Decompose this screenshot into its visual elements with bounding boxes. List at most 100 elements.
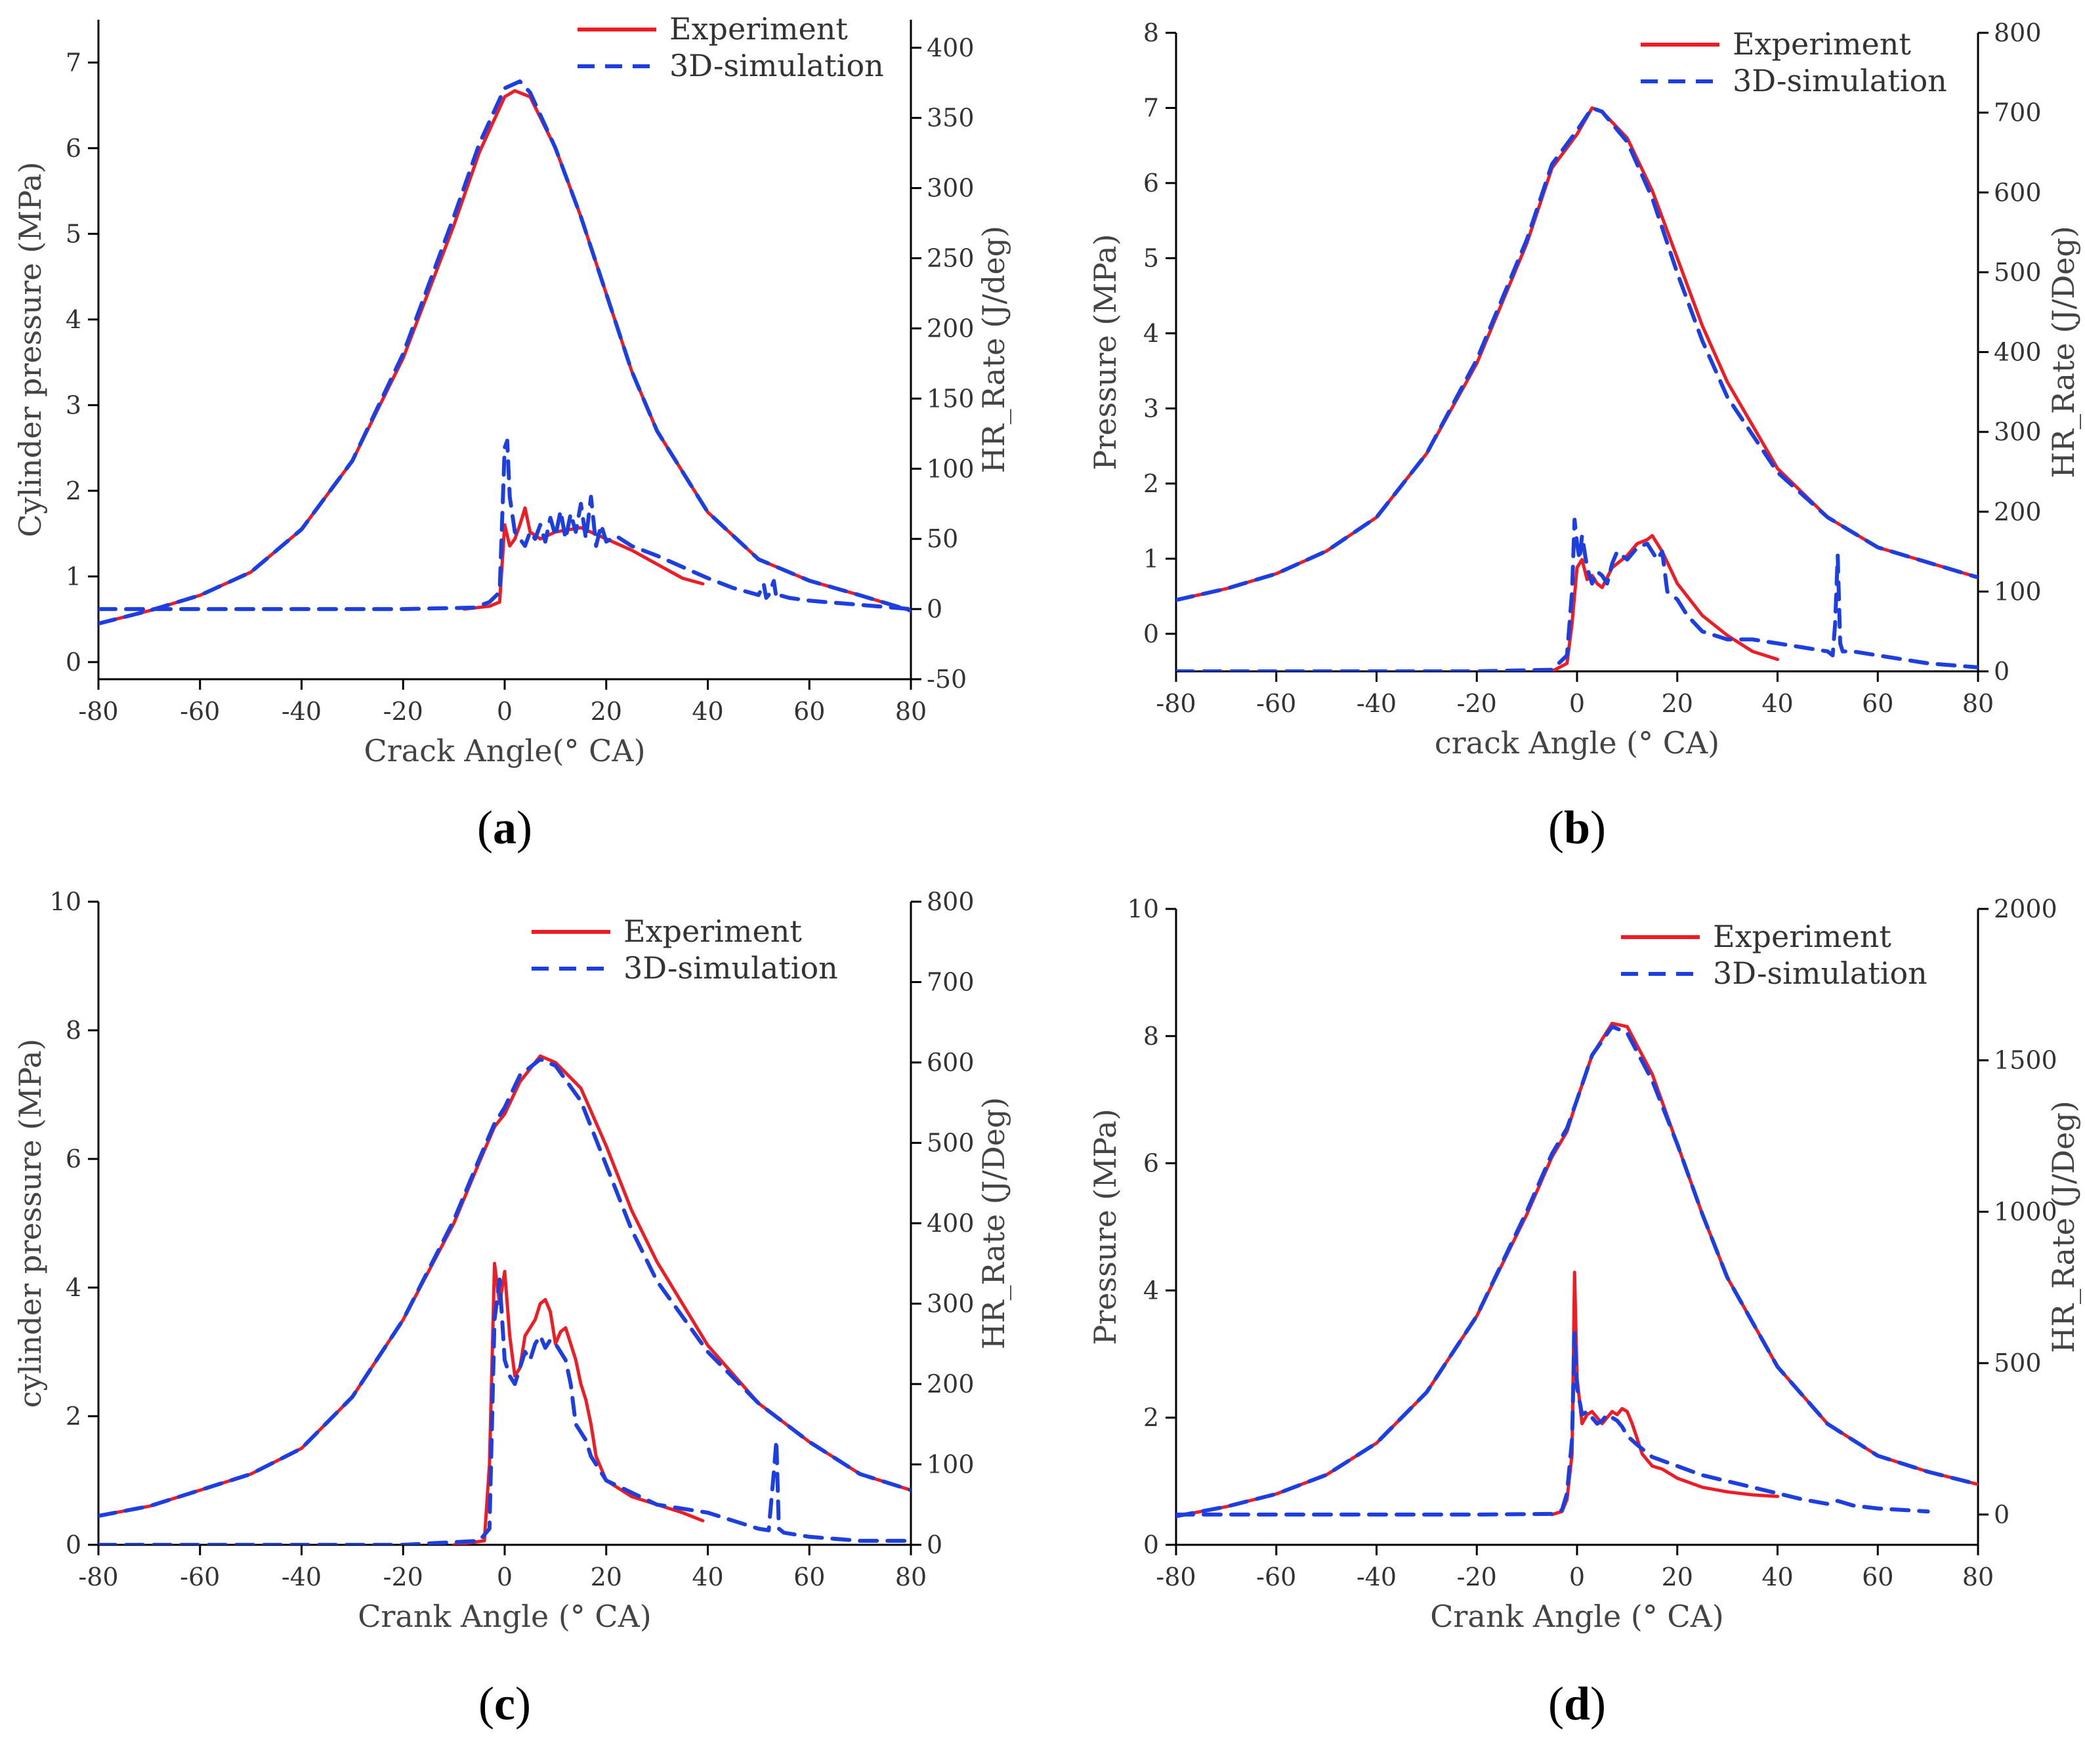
y-tick-label: 6 xyxy=(1143,1149,1159,1178)
x-axis-label: Crank Angle (° CA) xyxy=(1430,1599,1724,1634)
x-tick-label: 80 xyxy=(1962,689,1994,718)
legend-label-simulation: 3D-simulation xyxy=(623,950,838,986)
x-tick-label: 0 xyxy=(497,697,513,726)
x-tick-label: 20 xyxy=(1662,1563,1693,1591)
plot-area xyxy=(98,1054,911,1545)
y2-tick-label: 0 xyxy=(927,595,942,623)
x-tick-label: 80 xyxy=(1962,1563,1994,1591)
y2-tick-label: 200 xyxy=(1994,497,2042,526)
y-tick-label: 2 xyxy=(1143,469,1159,498)
panel-caption: (a) xyxy=(477,801,532,854)
y2-axis-label: HR_Rate (J/Deg) xyxy=(2046,226,2081,478)
y2-tick-label: -50 xyxy=(927,665,967,694)
caption-open-paren: ( xyxy=(1548,1677,1564,1730)
experiment-hrr-line xyxy=(1550,1270,1779,1517)
y-tick-label: 5 xyxy=(66,219,81,248)
3d-simulation-hrr-line xyxy=(1176,1331,1930,1517)
x-tick-label: -40 xyxy=(282,1563,322,1591)
x-tick-label: 20 xyxy=(591,697,622,726)
chart-panel-b: -80 -60 -40 -20 0 20 40 60 800123456780100200300… xyxy=(1087,18,2081,854)
y2-tick-label: 50 xyxy=(927,524,958,553)
y2-tick-label: 500 xyxy=(1994,258,2042,287)
y-tick-label: 3 xyxy=(66,390,81,419)
y-tick-label: 0 xyxy=(1143,1530,1159,1559)
y-tick-label: 8 xyxy=(1143,18,1159,47)
plot-area xyxy=(1176,1021,1978,1519)
y2-tick-label: 800 xyxy=(927,887,975,916)
caption-close-paren: ) xyxy=(1590,801,1606,854)
3d-simulation-hrr-line xyxy=(98,438,911,612)
y-axis-label: Pressure (MPa) xyxy=(1087,234,1123,470)
panel-caption: (b) xyxy=(1548,801,1606,854)
x-tick-label: 0 xyxy=(497,1563,513,1591)
x-tick-label: 40 xyxy=(692,697,723,726)
x-tick-label: -40 xyxy=(1357,1563,1397,1591)
y-tick-label: 3 xyxy=(1143,394,1159,423)
x-tick-label: 60 xyxy=(793,697,825,726)
panel-caption: (d) xyxy=(1548,1677,1606,1730)
y-tick-label: 10 xyxy=(50,887,81,916)
y-tick-label: 10 xyxy=(1127,894,1159,923)
caption-open-paren: ( xyxy=(1548,801,1564,854)
x-tick-label: 60 xyxy=(1862,1563,1893,1591)
y-tick-label: 2 xyxy=(66,1402,81,1431)
x-tick-label: 40 xyxy=(1761,689,1793,718)
y2-tick-label: 400 xyxy=(927,33,975,62)
3d-simulation-hrr-line xyxy=(1176,517,1978,671)
x-tick-label: 0 xyxy=(1569,689,1585,718)
x-tick-label: -60 xyxy=(1256,689,1296,718)
x-tick-label: -80 xyxy=(1156,1563,1196,1591)
y-tick-label: 6 xyxy=(1143,169,1159,198)
plot-area xyxy=(1176,106,1978,671)
legend-label-experiment: Experiment xyxy=(1733,26,1911,62)
y2-tick-label: 300 xyxy=(1994,417,2042,446)
caption-letter: a xyxy=(493,801,516,854)
x-tick-label: -60 xyxy=(1256,1563,1296,1591)
x-tick-label: 0 xyxy=(1569,1563,1585,1591)
y-tick-label: 4 xyxy=(66,1273,81,1302)
3d-simulation-line xyxy=(98,1057,911,1518)
caption-close-paren: ) xyxy=(515,1677,531,1730)
x-tick-label: -20 xyxy=(383,1563,423,1591)
x-tick-label: 60 xyxy=(793,1563,825,1591)
y-tick-label: 8 xyxy=(1143,1022,1159,1051)
experiment-hrr-line xyxy=(452,1261,705,1545)
x-tick-label: -40 xyxy=(282,697,322,726)
x-axis-label: Crack Angle(° CA) xyxy=(364,733,645,768)
y2-tick-label: 200 xyxy=(927,1370,975,1398)
y2-axis-label: HR_Rate (J/Deg) xyxy=(2046,1101,2081,1353)
3d-simulation-hrr-line xyxy=(98,1277,911,1545)
caption-close-paren: ) xyxy=(1590,1677,1606,1730)
caption-letter: c xyxy=(494,1677,515,1730)
y-axis-label: Pressure (MPa) xyxy=(1087,1108,1123,1345)
y-tick-label: 2 xyxy=(1143,1403,1159,1432)
x-axis-label: Crank Angle (° CA) xyxy=(358,1599,652,1634)
y2-axis-label: HR_Rate (J/deg) xyxy=(976,226,1011,473)
y-tick-label: 4 xyxy=(1143,1276,1159,1305)
y2-tick-label: 350 xyxy=(927,104,975,133)
legend-label-experiment: Experiment xyxy=(1713,919,1891,954)
y2-tick-label: 100 xyxy=(1994,577,2042,606)
y-tick-label: 1 xyxy=(66,562,81,591)
y2-tick-label: 800 xyxy=(1994,18,2042,47)
chart-panel-a: -80 -60 -40 -20 0 20 40 60 80 0 1 2 3 4 5 6 7 -50 0 50 100 15… xyxy=(12,11,1011,854)
y2-tick-label: 600 xyxy=(1994,178,2042,207)
y-tick-label: 4 xyxy=(1143,319,1159,348)
3d-simulation-line xyxy=(1176,106,1978,602)
legend-label-simulation: 3D-simulation xyxy=(669,48,884,83)
y2-tick-label: 700 xyxy=(1994,98,2042,127)
caption-letter: d xyxy=(1564,1677,1590,1730)
x-axis-label: crack Angle (° CA) xyxy=(1435,725,1719,761)
x-tick-label: -60 xyxy=(180,697,220,726)
y-tick-label: 4 xyxy=(66,305,81,334)
legend-label-experiment: Experiment xyxy=(623,914,802,949)
y2-tick-label: 600 xyxy=(927,1048,975,1077)
chart-panel-c: -80 -60 -40 -20 0 20 40 60 800246810010020030040… xyxy=(12,887,1011,1730)
y2-tick-label: 0 xyxy=(1994,1500,2010,1529)
y-tick-label: 0 xyxy=(66,1530,81,1559)
y-axis-label: Cylinder pressure (MPa) xyxy=(12,161,48,537)
